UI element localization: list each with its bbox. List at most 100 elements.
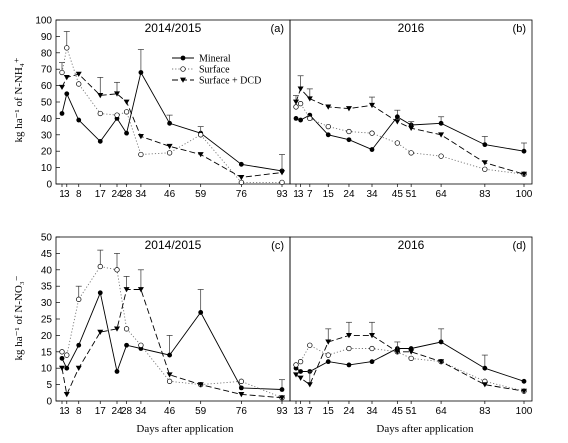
- data-point: [521, 388, 527, 394]
- data-point: [293, 99, 299, 105]
- x-tick-label: 24: [111, 189, 123, 200]
- data-point: [138, 151, 144, 158]
- data-point: [64, 352, 70, 358]
- data-point: [481, 160, 488, 166]
- data-point: [97, 93, 104, 99]
- x-tick-label: 45: [392, 189, 404, 200]
- data-point: [293, 372, 299, 378]
- data-point: [59, 365, 65, 371]
- data-point: [64, 91, 70, 97]
- data-point: [166, 143, 173, 150]
- y-tick-label: 50: [41, 233, 53, 244]
- x-tick-label: 59: [195, 406, 207, 417]
- data-point: [59, 69, 65, 76]
- data-point: [297, 375, 304, 381]
- x-tick-label: 34: [135, 189, 147, 200]
- x-tick-label: 64: [436, 189, 448, 200]
- data-point: [297, 100, 304, 107]
- x-tick-label: 34: [366, 189, 378, 200]
- data-point: [63, 75, 70, 81]
- legend-label: Mineral: [199, 54, 231, 65]
- x-tick-label: 8: [76, 406, 82, 417]
- data-point: [325, 123, 331, 130]
- data-point: [123, 99, 130, 105]
- series-mineral: [59, 49, 285, 174]
- data-point: [325, 352, 331, 358]
- data-point: [97, 263, 103, 270]
- data-point: [114, 91, 120, 97]
- data-point: [59, 84, 65, 91]
- y-tick-label: 5: [46, 380, 52, 391]
- x-tick-label: 3: [298, 406, 304, 417]
- x-tick-label: 51: [406, 406, 418, 417]
- data-point: [369, 333, 375, 339]
- data-point: [114, 326, 120, 332]
- data-point: [137, 287, 144, 293]
- panel-title: 2014/2015: [145, 21, 202, 35]
- y-tick-label: 20: [41, 147, 53, 158]
- legend-entry: Surface + DCD: [172, 76, 261, 87]
- data-point: [369, 359, 375, 365]
- data-point: [297, 358, 304, 365]
- data-point: [123, 326, 130, 332]
- data-point: [198, 132, 204, 138]
- data-point: [408, 150, 414, 156]
- data-point: [346, 128, 352, 135]
- x-tick-label: 15: [323, 189, 335, 200]
- y-axis-label-bottom: kg ha⁻¹ of N-NO₃⁻: [13, 275, 25, 360]
- data-point: [438, 359, 445, 365]
- data-point: [97, 110, 103, 117]
- data-point: [346, 362, 352, 368]
- data-point: [521, 378, 527, 384]
- x-tick-label: 83: [479, 406, 491, 417]
- series-line: [61, 46, 282, 183]
- data-point: [238, 179, 244, 186]
- data-point: [238, 392, 245, 398]
- data-point: [197, 152, 204, 158]
- x-tick-label: 28: [121, 189, 133, 200]
- data-point: [482, 166, 488, 172]
- data-point: [482, 365, 488, 371]
- data-point: [394, 140, 400, 146]
- data-point: [298, 369, 304, 374]
- data-point: [238, 385, 244, 391]
- data-point: [521, 148, 527, 154]
- x-tick-label: 17: [95, 406, 107, 417]
- data-point: [123, 109, 130, 115]
- x-tick-label: 34: [366, 406, 378, 417]
- x-tick-label: 93: [276, 189, 288, 200]
- series-mineral: [293, 109, 527, 154]
- data-point: [97, 290, 103, 296]
- data-point: [369, 130, 375, 136]
- y-tick-label: 45: [41, 249, 53, 260]
- panel-tag: (b): [513, 23, 526, 35]
- series-line: [295, 114, 525, 152]
- y-tick-label: 35: [41, 282, 53, 293]
- data-point: [138, 342, 144, 348]
- data-point: [97, 329, 104, 335]
- x-tick-label: 28: [121, 406, 133, 417]
- data-point: [394, 114, 400, 120]
- data-point: [167, 120, 173, 126]
- series-surface: [293, 100, 527, 177]
- x-tick-label: 83: [479, 189, 491, 200]
- data-point: [167, 352, 173, 358]
- x-tick-label: 7: [307, 189, 313, 200]
- x-tick-label: 1: [59, 189, 65, 200]
- x-tick-label: 8: [76, 189, 82, 200]
- data-point: [408, 349, 415, 355]
- data-point: [279, 170, 285, 176]
- panel-title: 2016: [398, 238, 425, 252]
- data-point: [438, 153, 444, 159]
- data-point: [124, 130, 129, 136]
- data-point: [297, 86, 304, 92]
- legend-marker: [180, 55, 186, 61]
- x-tick-label: 64: [436, 406, 448, 417]
- data-point: [76, 342, 82, 348]
- x-tick-label: 1: [293, 189, 299, 200]
- data-point: [64, 365, 70, 371]
- x-tick-label: 59: [195, 189, 207, 200]
- data-point: [59, 349, 65, 355]
- x-tick-label: 3: [64, 406, 70, 417]
- x-tick-label: 100: [516, 406, 533, 417]
